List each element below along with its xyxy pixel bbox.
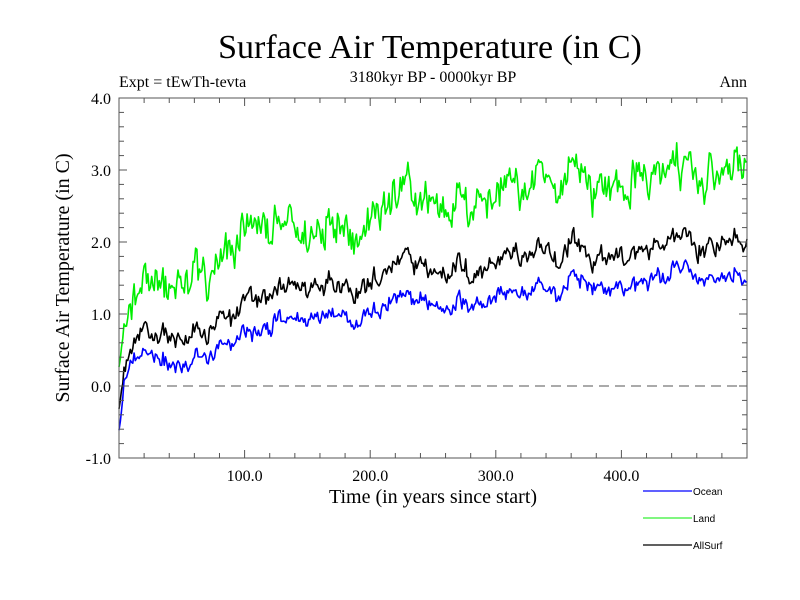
plot-area: 100.0 200.0 300.0 400.0 -1.0 0.0 1.0 2.0 3.0 4.0 <box>86 91 748 485</box>
x-tick-label: 300.0 <box>478 468 514 485</box>
series-line-ocean <box>118 259 748 431</box>
x-tick-label: 400.0 <box>603 468 639 485</box>
y-tick-label: 0.0 <box>91 379 111 396</box>
y-tick-label: 1.0 <box>91 307 111 324</box>
legend: Ocean Land AllSurf <box>643 487 723 552</box>
series-line-allsurf <box>118 226 748 410</box>
plot-frame <box>118 97 748 459</box>
legend-label-land: Land <box>693 514 715 525</box>
y-tick-label: 4.0 <box>91 91 111 108</box>
series-line-land <box>118 142 748 368</box>
legend-label-allsurf: AllSurf <box>693 541 723 552</box>
legend-label-ocean: Ocean <box>693 487 722 498</box>
x-tick-label: 100.0 <box>227 468 263 485</box>
experiment-label: Expt = tEwTh-tevta <box>119 74 246 91</box>
series-group <box>118 142 748 431</box>
chart-title: Surface Air Temperature (in C) <box>218 29 642 66</box>
y-axis-label: Surface Air Temperature (in C) <box>52 153 74 402</box>
y-tick-label: 3.0 <box>91 163 111 180</box>
y-tick-label: 2.0 <box>91 235 111 252</box>
chart-subtitle: 3180kyr BP - 0000kyr BP <box>350 69 517 86</box>
season-label: Ann <box>719 74 747 91</box>
x-tick-label: 200.0 <box>352 468 388 485</box>
y-tick-label: -1.0 <box>86 451 111 468</box>
x-axis-ticks: 100.0 200.0 300.0 400.0 <box>143 98 723 485</box>
x-axis-label: Time (in years since start) <box>329 486 537 508</box>
y-axis-ticks: -1.0 0.0 1.0 2.0 3.0 4.0 <box>86 91 747 468</box>
